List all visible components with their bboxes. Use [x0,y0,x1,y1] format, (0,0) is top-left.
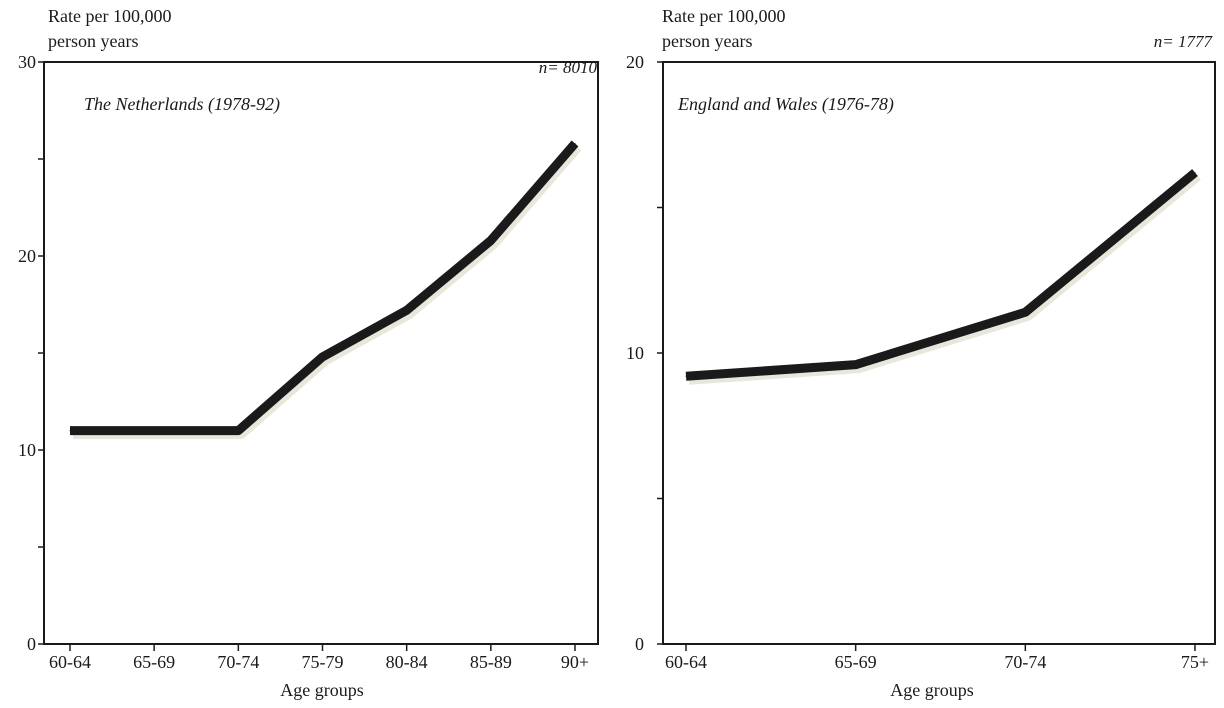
data-point [406,310,407,311]
data-point [575,143,576,144]
data-point [322,356,323,357]
data-point [1025,312,1026,313]
x-tick-label: 90+ [561,652,589,672]
chart-panel-england-wales: Rate per 100,000 person years n= 1777 En… [612,0,1224,708]
chart-plot-netherlands: 0 10 20 30 60-64 65-69 70-74 75-79 80-84 85-89 90+ [0,0,612,708]
x-tick-label: 65-69 [835,652,877,672]
x-tick-label: 80-84 [386,652,428,672]
series-line-shadow [689,177,1198,381]
chart-panel-netherlands: Rate per 100,000 person years n= 8010 Th… [0,0,612,708]
x-axis-label: Age groups [280,680,364,701]
y-tick-label: 10 [18,440,36,460]
data-point [855,364,856,365]
y-tick-label: 0 [635,634,644,654]
x-tick-label: 65-69 [133,652,175,672]
series-line-shadow [73,147,578,434]
x-tick-label: 75+ [1181,652,1209,672]
x-tick-label: 60-64 [49,652,91,672]
x-tick-label: 75-79 [302,652,344,672]
y-tick-label: 20 [18,246,36,266]
chart-plot-england-wales: 0 10 20 60-64 65-69 70-74 75+ [612,0,1224,708]
x-tick-label: 70-74 [217,652,259,672]
x-axis-label: Age groups [890,680,974,701]
data-point [70,430,71,431]
plot-frame [663,62,1215,644]
data-point [490,240,491,241]
data-point [154,430,155,431]
x-tick-label: 85-89 [470,652,512,672]
x-tick-label: 70-74 [1004,652,1046,672]
y-tick-label: 0 [27,634,36,654]
data-point [1195,172,1196,173]
x-tick-label: 60-64 [665,652,707,672]
data-point [238,430,239,431]
data-point [686,376,687,377]
y-tick-label: 30 [18,52,36,72]
y-tick-label: 10 [626,343,644,363]
series-line [70,143,575,430]
y-tick-label: 20 [626,52,644,72]
